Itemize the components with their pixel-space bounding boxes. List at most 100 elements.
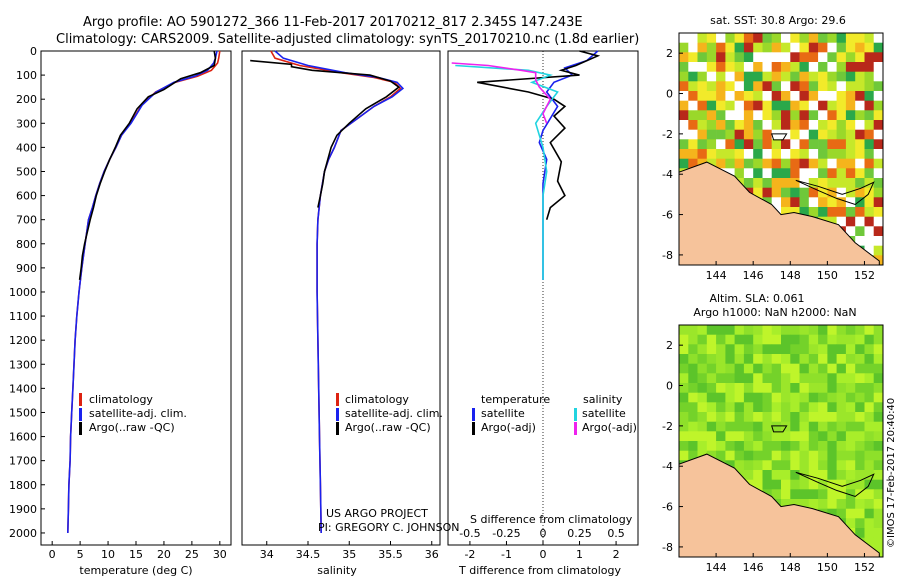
map-cell <box>855 441 865 451</box>
map-cell <box>790 489 800 500</box>
map-cell <box>781 373 791 384</box>
x-tick-label: 0 <box>49 548 56 561</box>
x-tick-label: 34.5 <box>296 548 321 561</box>
map-cell <box>808 52 819 63</box>
map-cell <box>781 42 791 53</box>
map-cell <box>716 62 726 72</box>
map-cell <box>799 373 810 384</box>
map-cell <box>725 441 735 451</box>
map-cell <box>725 71 735 82</box>
map-cell <box>706 325 717 335</box>
map-cell <box>855 62 865 72</box>
map-cell <box>864 363 875 374</box>
map-cell <box>864 33 875 43</box>
map-cell <box>845 373 856 384</box>
map-cell <box>743 460 754 471</box>
map-cell <box>790 421 800 432</box>
salinity-plot-frame <box>241 50 441 546</box>
map-cell <box>706 33 717 43</box>
map-cell <box>762 344 773 355</box>
map-cell <box>790 383 800 393</box>
x-tick-label: 36 <box>425 548 439 561</box>
map-cell <box>836 450 847 461</box>
map-cell <box>873 197 884 208</box>
map-cell <box>697 42 708 53</box>
map-cell <box>827 431 837 442</box>
map-cell <box>781 441 791 451</box>
map-cell <box>753 158 763 169</box>
map-cell <box>836 489 847 500</box>
map-cell <box>734 421 745 432</box>
map-cell <box>679 81 689 92</box>
map-cell <box>818 139 828 150</box>
map-cell <box>771 139 782 150</box>
map-cell <box>808 197 819 208</box>
map-cell <box>790 441 800 451</box>
map-cell <box>706 392 717 403</box>
map-cell <box>734 52 745 63</box>
map-cell <box>762 460 773 471</box>
map-cell <box>845 226 856 237</box>
map-cell <box>743 450 754 461</box>
map-cell <box>706 421 717 432</box>
map-cell <box>845 168 856 179</box>
map-cell <box>845 489 856 500</box>
map-cell <box>827 344 837 355</box>
map-cell <box>873 518 884 529</box>
map-cell <box>753 120 763 130</box>
map-cell <box>762 441 773 451</box>
map-cell <box>845 178 856 188</box>
map-cell <box>836 110 847 121</box>
map-cell <box>771 81 782 92</box>
map-cell <box>827 120 837 130</box>
map-cell <box>873 354 884 364</box>
map-cell <box>725 344 735 355</box>
map-cell <box>734 71 745 82</box>
legend-label-s-satellite: satellite <box>582 407 626 420</box>
map-cell <box>725 431 735 442</box>
y-tick-label: -2 <box>662 420 673 433</box>
map-cell <box>873 344 884 355</box>
map-cell <box>827 178 837 188</box>
map-cell <box>790 373 800 384</box>
map-cell <box>688 62 698 72</box>
map-cell <box>706 363 717 374</box>
y-tick-label: 1800 <box>9 479 37 492</box>
map-cell <box>762 62 773 72</box>
s-tick-label: 0.5 <box>607 527 625 540</box>
map-cell <box>873 110 884 121</box>
x-tick-label: 25 <box>185 548 199 561</box>
map-cell <box>753 431 763 442</box>
map-cell <box>734 373 745 384</box>
map-cell <box>706 120 717 130</box>
map-cell <box>864 354 875 364</box>
map-cell <box>697 120 708 130</box>
s-tick-label: -0.5 <box>459 527 480 540</box>
map-cell <box>855 91 865 101</box>
map-cell <box>818 431 828 442</box>
map-cell <box>781 489 791 500</box>
map-cell <box>836 363 847 374</box>
map-cell <box>855 168 865 179</box>
map-cell <box>734 402 745 413</box>
map-cell <box>753 470 763 480</box>
map-cell <box>743 129 754 140</box>
map-cell <box>845 460 856 471</box>
map-cell <box>808 168 819 179</box>
land-manus <box>771 133 788 141</box>
map-cell <box>734 42 745 53</box>
map-cell <box>864 168 875 179</box>
x-tick-label: 152 <box>854 269 875 282</box>
map-cell <box>734 168 745 179</box>
legend-swatch-argo <box>336 422 339 435</box>
map-cell <box>790 363 800 374</box>
map-cell <box>818 450 828 461</box>
map-cell <box>827 508 837 519</box>
credit-pi: PI: GREGORY C. JOHNSON <box>318 521 459 534</box>
map-cell <box>873 187 884 198</box>
map-cell <box>836 431 847 442</box>
map-cell <box>762 168 773 179</box>
map-cell <box>734 149 745 159</box>
map-cell <box>845 62 856 72</box>
map-cell <box>836 216 847 227</box>
